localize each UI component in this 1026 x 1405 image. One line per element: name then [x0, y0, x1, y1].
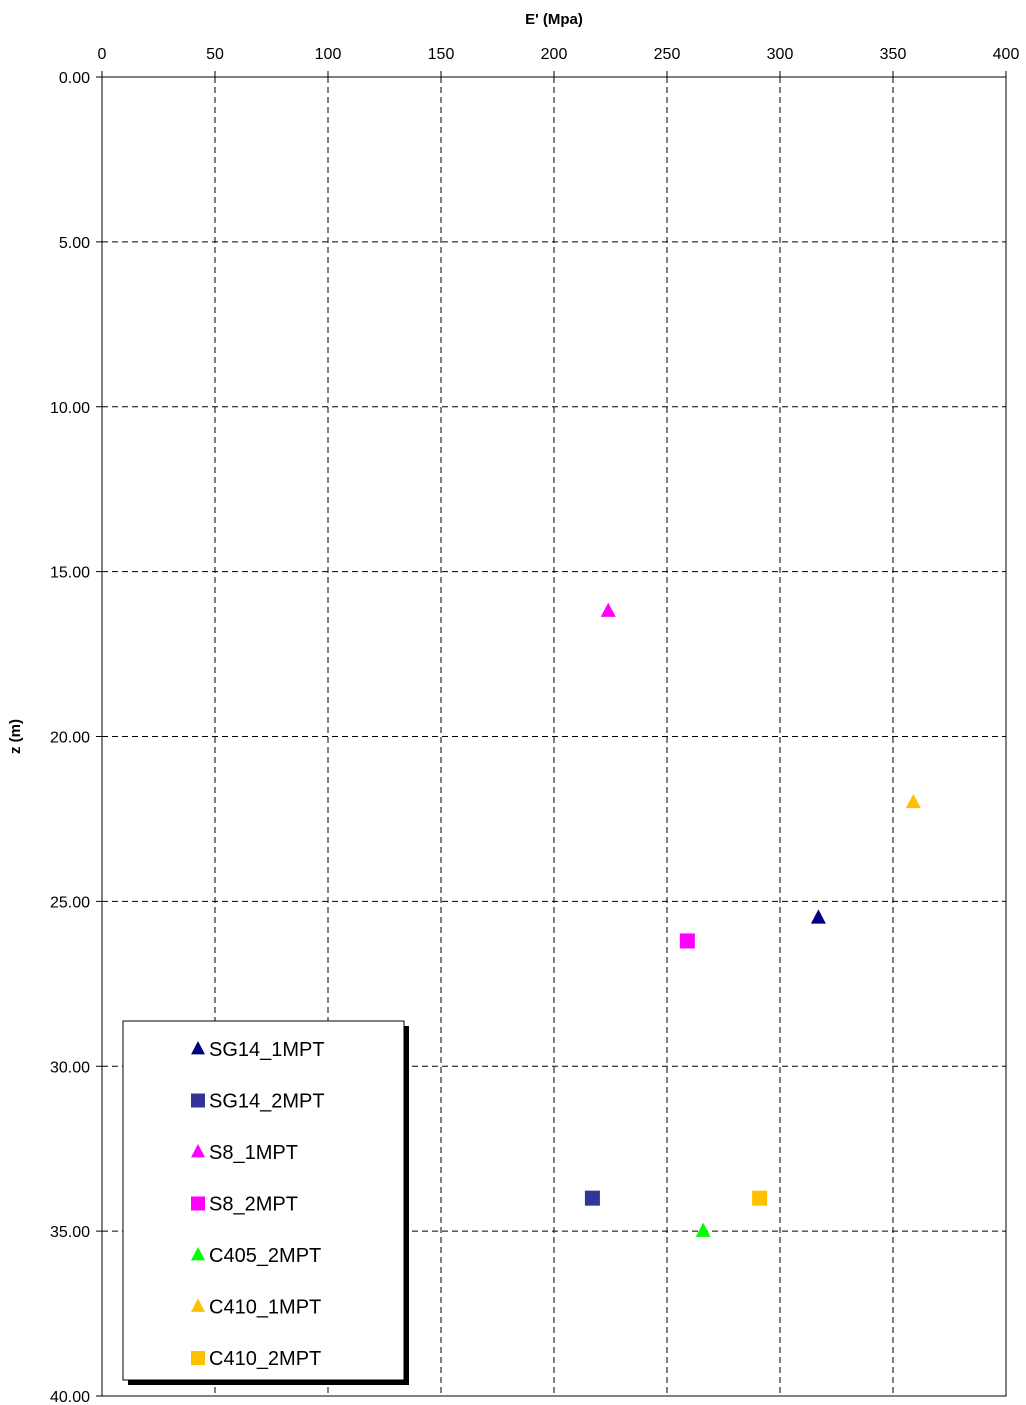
- x-tick-label: 350: [880, 46, 907, 63]
- x-tick-label: 50: [206, 46, 224, 63]
- legend-box: [122, 1020, 405, 1381]
- y-axis-ticks: 0.00 5.00 10.00 15.00 20.00 25.00 30.00 35.00 40…: [50, 70, 102, 1405]
- point-sg14-1mpt: [810, 909, 826, 924]
- legend: SG14_1MPT SG14_2MPT S8_1MPT S8_2MPT C405_2MP…: [122, 1020, 409, 1385]
- legend-marker-sg14-2mpt: [191, 1093, 205, 1108]
- legend-marker-s8-2mpt: [191, 1196, 205, 1211]
- legend-marker-s8-1mpt: [191, 1144, 205, 1158]
- data-points: [584, 602, 921, 1237]
- y-tick-label: 10.00: [50, 400, 90, 417]
- x-tick-label: 400: [993, 46, 1020, 63]
- y-tick-label: 25.00: [50, 894, 90, 911]
- x-tick-label: 150: [428, 46, 455, 63]
- legend-marker-c410-2mpt: [191, 1351, 205, 1365]
- legend-label: C405_2MPT: [209, 1245, 321, 1267]
- x-tick-label: 250: [654, 46, 681, 63]
- legend-marker-c405-2mpt: [191, 1247, 205, 1261]
- y-tick-label: 30.00: [50, 1059, 90, 1076]
- point-c405-2mpt: [695, 1222, 711, 1237]
- legend-label: SG14_1MPT: [209, 1039, 325, 1061]
- legend-label: C410_1MPT: [209, 1297, 321, 1319]
- x-tick-label: 100: [315, 46, 342, 63]
- y-tick-label: 40.00: [50, 1389, 90, 1405]
- legend-marker-c410-1mpt: [191, 1298, 205, 1312]
- point-s8-2mpt: [679, 933, 695, 949]
- legend-label: S8_1MPT: [209, 1142, 298, 1164]
- y-axis-title: z (m): [7, 719, 24, 754]
- point-c410-1mpt: [905, 793, 921, 809]
- x-axis-title: E' (Mpa): [525, 11, 583, 28]
- x-tick-label: 300: [767, 46, 794, 63]
- x-axis-ticks: 0 50 100 150 200 250 300 350 400: [98, 46, 1020, 77]
- legend-label: S8_2MPT: [209, 1194, 298, 1216]
- legend-marker-sg14-1mpt: [191, 1041, 205, 1055]
- y-tick-label: 35.00: [50, 1224, 90, 1241]
- y-tick-label: 5.00: [59, 235, 90, 252]
- legend-label: C410_2MPT: [209, 1348, 321, 1370]
- y-tick-label: 20.00: [50, 730, 90, 747]
- x-tick-label: 200: [541, 46, 568, 63]
- y-tick-label: 15.00: [50, 565, 90, 582]
- point-sg14-2mpt: [584, 1190, 600, 1206]
- y-tick-label: 0.00: [59, 70, 90, 87]
- point-c410-2mpt: [752, 1190, 768, 1206]
- x-tick-label: 0: [98, 46, 107, 63]
- point-s8-1mpt: [600, 602, 616, 617]
- legend-label: SG14_2MPT: [209, 1091, 325, 1113]
